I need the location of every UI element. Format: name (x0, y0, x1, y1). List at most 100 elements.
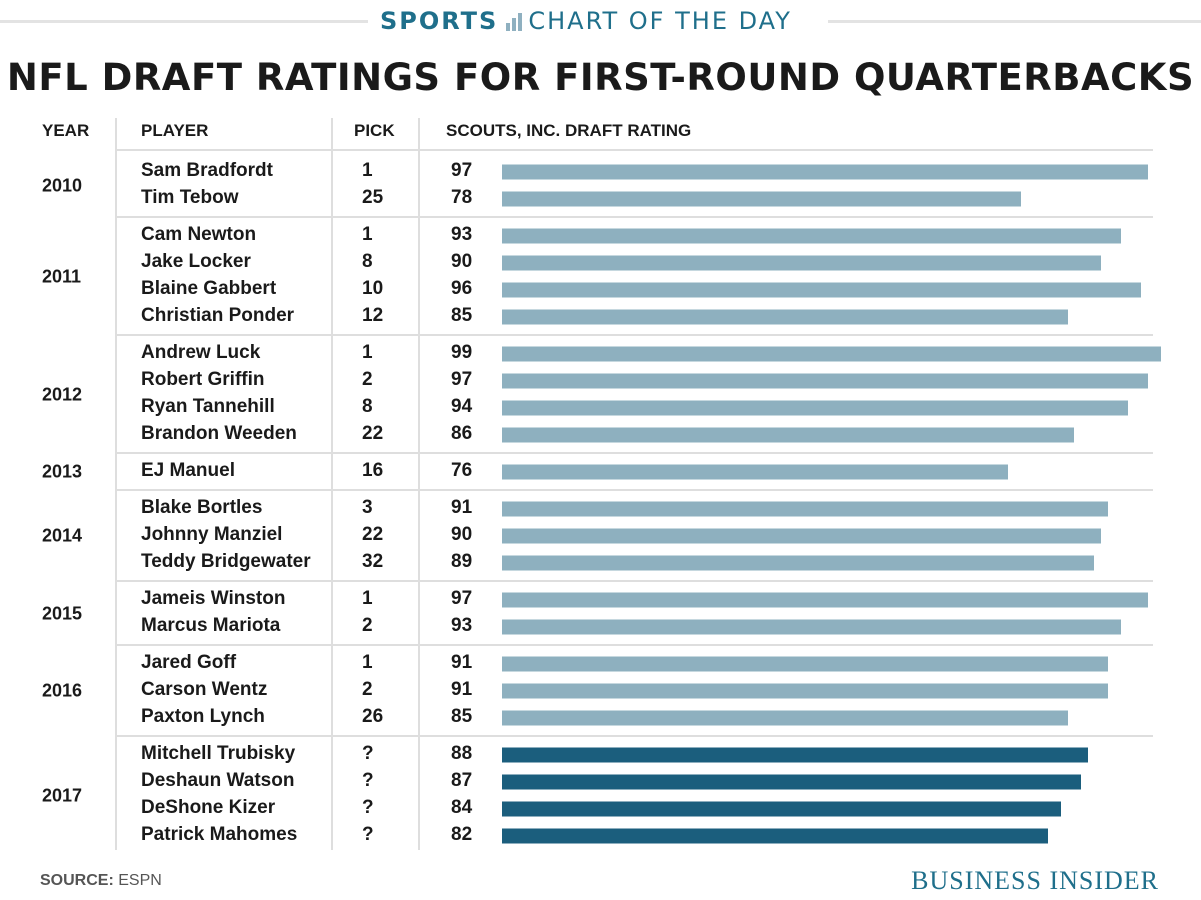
year-label: 2017 (42, 785, 83, 805)
rating-bar (502, 282, 1141, 298)
rating-label: 96 (451, 278, 473, 299)
pick-number: ? (362, 743, 374, 764)
rating-label: 88 (451, 743, 473, 764)
pick-number: 8 (362, 396, 373, 417)
player-name: Andrew Luck (141, 342, 261, 363)
player-name: Carson Wentz (141, 679, 268, 700)
pick-number: 1 (362, 224, 373, 245)
rating-label: 85 (451, 706, 473, 727)
rating-bar (502, 164, 1148, 180)
player-name: DeShone Kizer (141, 797, 276, 818)
rating-bar (502, 191, 1021, 207)
pick-number: 1 (362, 652, 373, 673)
rating-bar (502, 828, 1048, 844)
source-value: ESPN (118, 872, 162, 889)
business-insider-logo: BUSINESS INSIDER (911, 866, 1159, 895)
pick-number: 2 (362, 369, 373, 390)
player-name: Jameis Winston (141, 588, 286, 609)
rating-label: 97 (451, 588, 473, 609)
player-name: Blaine Gabbert (141, 278, 277, 299)
column-header-rating: SCOUTS, INC. DRAFT RATING (446, 121, 692, 140)
rating-bar (502, 710, 1068, 726)
rating-bar (502, 619, 1121, 635)
player-name: Paxton Lynch (141, 706, 265, 727)
pick-number: 2 (362, 679, 373, 700)
year-label: 2015 (42, 603, 83, 623)
rating-bar (502, 373, 1148, 389)
year-label: 2013 (42, 461, 83, 482)
year-label: 2011 (42, 266, 82, 286)
player-name: Patrick Mahomes (141, 824, 298, 845)
rating-label: 90 (451, 524, 473, 545)
rating-label: 82 (451, 824, 473, 845)
kicker: SPORTS CHART OF THE DAY (380, 6, 792, 36)
player-name: Mitchell Trubisky (141, 743, 296, 764)
rating-label: 99 (451, 342, 473, 363)
rating-bar (502, 683, 1108, 699)
rating-bar (502, 400, 1128, 416)
rating-bar (502, 464, 1008, 480)
pick-number: 22 (362, 423, 384, 444)
group-rule (116, 216, 1153, 218)
group-rule (116, 644, 1153, 646)
rating-label: 86 (451, 423, 473, 444)
rating-bar (502, 228, 1121, 244)
year-label: 2016 (42, 680, 83, 701)
player-name: Robert Griffin (141, 369, 265, 390)
rating-label: 90 (451, 251, 473, 272)
pick-number: ? (362, 824, 374, 845)
kicker-bar: SPORTS CHART OF THE DAY (0, 6, 1201, 36)
column-divider (418, 118, 420, 850)
pick-number: 32 (362, 551, 384, 572)
rating-bar (502, 555, 1094, 571)
kicker-rule-right (828, 20, 1201, 23)
chart-title: NFL DRAFT RATINGS FOR FIRST-ROUND QUARTE… (6, 56, 1195, 99)
rating-bar (502, 255, 1101, 271)
pick-number: 3 (362, 497, 373, 518)
rating-label: 93 (451, 615, 473, 636)
rating-label: 85 (451, 305, 473, 326)
player-name: Marcus Mariota (141, 615, 281, 636)
kicker-chart-of-the-day: CHART OF THE DAY (528, 7, 792, 35)
source-label: SOURCE: (40, 872, 114, 889)
bar-chart-icon (506, 11, 523, 31)
kicker-sports: SPORTS (380, 7, 499, 35)
rating-bar (502, 427, 1074, 443)
rating-bar (502, 747, 1088, 763)
source-note: SOURCE: ESPN (40, 872, 162, 890)
rating-bar (502, 801, 1061, 817)
pick-number: 16 (362, 460, 384, 481)
group-rule (116, 489, 1153, 491)
rating-bar (502, 528, 1101, 544)
group-rule (116, 452, 1153, 454)
rating-bar (502, 774, 1081, 790)
rating-label: 93 (451, 224, 473, 245)
rating-label: 78 (451, 187, 473, 208)
player-name: Blake Bortles (141, 497, 263, 518)
rating-label: 91 (451, 497, 473, 518)
column-divider (331, 118, 333, 850)
pick-number: 10 (362, 278, 384, 299)
pick-number: 8 (362, 251, 373, 272)
rating-label: 97 (451, 160, 473, 181)
player-name: Jake Locker (141, 251, 251, 272)
column-divider (115, 118, 117, 850)
player-name: Christian Ponder (141, 305, 295, 326)
player-name: Jared Goff (141, 652, 237, 673)
rating-label: 84 (451, 797, 473, 818)
pick-number: 26 (362, 706, 384, 727)
pick-number: 1 (362, 588, 373, 609)
group-rule (116, 580, 1153, 582)
column-header-player: PLAYER (141, 121, 209, 140)
pick-number: ? (362, 770, 374, 791)
year-label: 2014 (42, 525, 83, 546)
rating-bar (502, 346, 1161, 362)
group-rule (116, 334, 1153, 336)
player-name: Brandon Weeden (141, 423, 297, 444)
player-name: EJ Manuel (141, 460, 235, 481)
group-rule (116, 735, 1153, 737)
rating-label: 91 (451, 652, 473, 673)
rating-label: 87 (451, 770, 473, 791)
kicker-rule-left (0, 20, 368, 23)
header-rule (116, 149, 1153, 151)
